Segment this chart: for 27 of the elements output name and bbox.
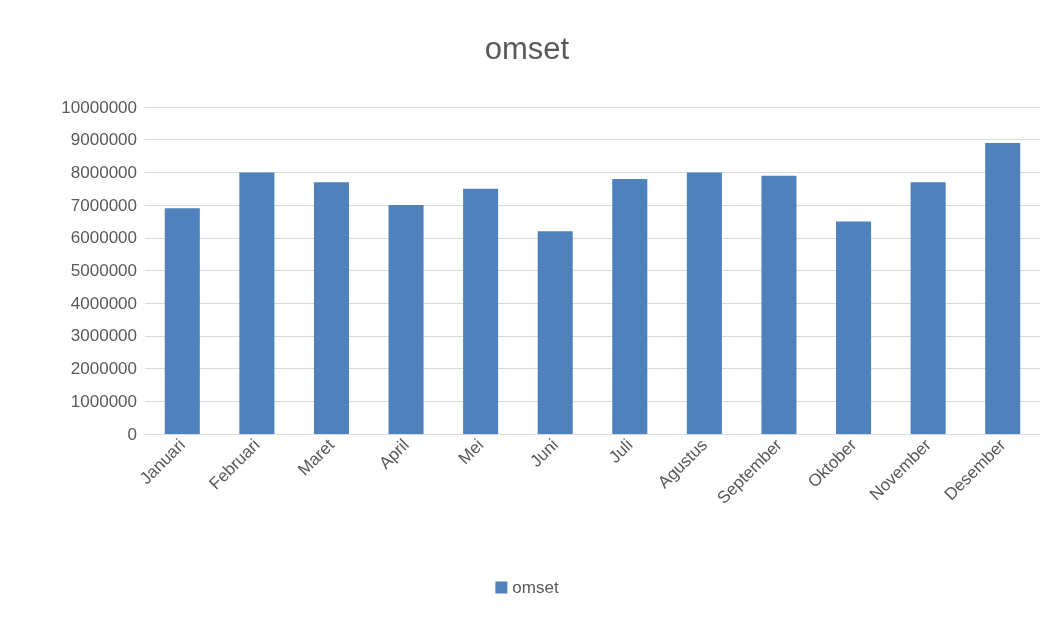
bar [463, 188, 499, 434]
y-tick-label: 9000000 [70, 130, 137, 150]
y-tick-label: 8000000 [70, 162, 137, 182]
bar [985, 142, 1021, 434]
y-tick-label: 0 [127, 424, 137, 444]
bar [313, 182, 349, 434]
bar [388, 205, 424, 434]
bar [537, 231, 573, 434]
y-tick-label: 4000000 [70, 293, 137, 313]
bar [239, 172, 275, 434]
y-tick-label: 7000000 [70, 195, 137, 215]
legend-label: omset [512, 578, 559, 597]
bar [910, 182, 946, 434]
y-tick-label: 1000000 [70, 391, 137, 411]
y-tick-label: 5000000 [70, 261, 137, 280]
bar [612, 178, 648, 434]
chart-title: omset [484, 31, 570, 66]
y-tick-label: 2000000 [70, 359, 137, 379]
bar [761, 175, 797, 434]
x-tick-label: Juli [605, 435, 637, 467]
bar [686, 172, 722, 434]
bar [164, 208, 200, 434]
y-tick-label: 3000000 [70, 326, 137, 346]
bar [836, 221, 872, 434]
y-tick-label: 10000000 [61, 97, 137, 117]
x-tick-label: Mei [454, 435, 488, 469]
y-tick-label: 6000000 [70, 228, 137, 248]
